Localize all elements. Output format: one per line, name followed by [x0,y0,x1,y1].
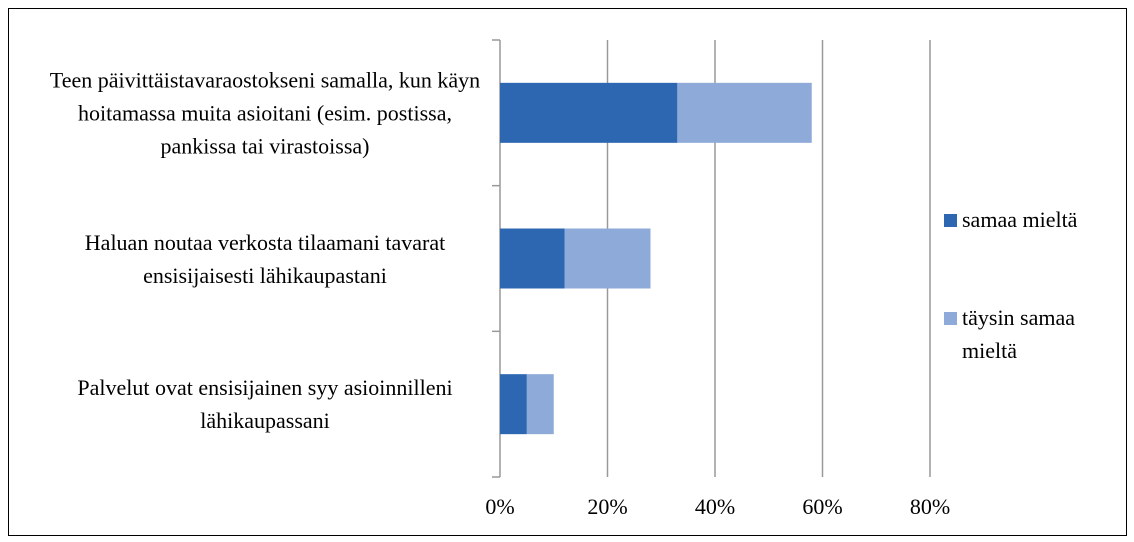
bar-segment [500,228,565,289]
bar-segment [526,374,554,435]
legend-label: täysin samaa mieltä [962,305,1076,363]
x-tick-label: 20% [587,494,628,519]
legend-swatch [944,312,957,325]
bar-segment [500,82,678,143]
legend-swatch [944,214,957,227]
x-tick-label: 0% [485,494,515,519]
x-tick-label: 60% [802,494,843,519]
bar-segment [500,374,527,435]
bar-segment [564,228,651,289]
bar-segment [677,82,812,143]
category-label: Teen päivittäistavaraostokseni samalla, … [49,67,481,159]
category-label: Palvelut ovat ensisijainen syy asioinnil… [77,375,453,434]
chart-border [8,8,1127,536]
x-tick-label: 40% [694,494,736,519]
category-label: Haluan noutaa verkosta tilaamani tavarat… [84,229,446,288]
x-tick-label: 80% [909,494,951,519]
legend-label: samaa mieltä [962,207,1078,232]
